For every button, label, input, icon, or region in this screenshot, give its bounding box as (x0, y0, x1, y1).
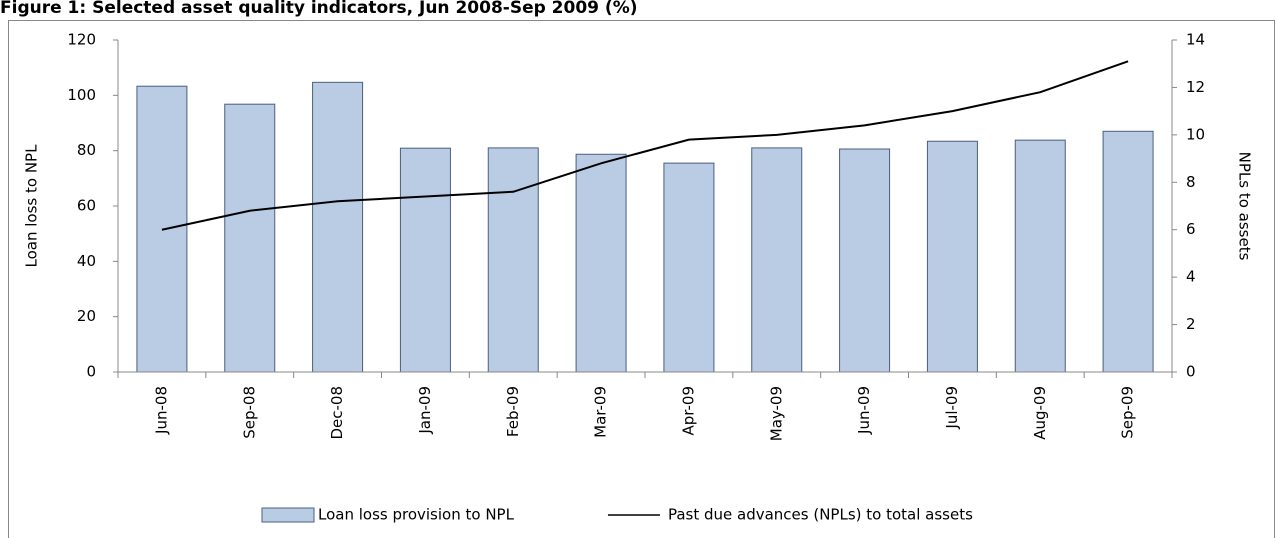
y2-tick-label: 6 (1186, 220, 1196, 238)
bar (575, 153, 627, 373)
x-tick-label: Jan-09 (416, 386, 434, 435)
x-tick-label: Apr-09 (679, 386, 697, 436)
bar (399, 147, 451, 373)
y-tick-label: 60 (77, 197, 96, 215)
bar (926, 140, 978, 373)
y2-tick-label: 10 (1186, 125, 1205, 143)
y2-tick-label: 8 (1186, 173, 1196, 191)
y-axis-label: Loan loss to NPL (23, 144, 41, 268)
x-tick-label: Sep-08 (240, 386, 258, 439)
x-tick-label: Jul-09 (943, 386, 961, 430)
x-tick-label: Jun-09 (855, 386, 873, 435)
bar (487, 147, 539, 373)
x-tick-label: Sep-09 (1119, 386, 1137, 439)
chart-title: Figure 1: Selected asset quality indicat… (0, 0, 638, 18)
bar (224, 103, 276, 373)
y2-tick-label: 4 (1186, 268, 1196, 286)
legend-label: Loan loss provision to NPL (318, 506, 515, 524)
title-band (0, 0, 1276, 20)
y-tick-label: 40 (77, 252, 96, 270)
bar (839, 148, 891, 373)
bar (312, 81, 364, 373)
legend-label: Past due advances (NPLs) to total assets (668, 506, 973, 524)
x-tick-label: Dec-08 (328, 386, 346, 440)
legend-swatch (261, 507, 315, 523)
y2-tick-label: 0 (1186, 363, 1196, 381)
y-tick-label: 20 (77, 307, 96, 325)
x-tick-label: Aug-09 (1031, 386, 1049, 440)
y2-tick-label: 14 (1186, 31, 1205, 49)
bar (1014, 139, 1066, 373)
x-tick-label: May-09 (767, 386, 785, 441)
x-tick-label: Jun-08 (152, 386, 170, 435)
y-tick-label: 0 (86, 363, 96, 381)
bar (663, 162, 715, 373)
x-tick-label: Mar-09 (592, 386, 610, 438)
y2-axis-label: NPLs to assets (1236, 152, 1254, 261)
line (161, 60, 1129, 231)
y-tick-label: 80 (77, 141, 96, 159)
y-tick-label: 100 (67, 86, 96, 104)
chart-frame (8, 20, 1275, 538)
y2-tick-label: 2 (1186, 315, 1196, 333)
bar (751, 147, 803, 373)
bar (1102, 130, 1154, 373)
x-tick-label: Feb-09 (504, 386, 522, 437)
y-tick-label: 120 (67, 31, 96, 49)
y2-tick-label: 12 (1186, 78, 1205, 96)
